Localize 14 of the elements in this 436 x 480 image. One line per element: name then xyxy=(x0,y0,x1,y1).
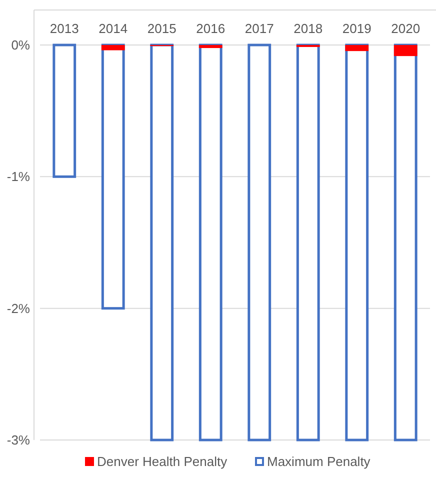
x-tick-label: 2020 xyxy=(391,21,420,36)
x-tick-label: 2014 xyxy=(98,21,128,36)
x-tick-label: 2018 xyxy=(294,21,323,36)
x-tick-label: 2016 xyxy=(196,21,226,36)
x-tick-label: 2017 xyxy=(244,21,274,36)
y-tick-label: -3% xyxy=(6,432,30,448)
legend-label: Maximum Penalty xyxy=(267,454,371,469)
x-tick-label: 2019 xyxy=(342,21,372,36)
x-tick-label: 2015 xyxy=(147,21,176,36)
y-tick-label: -2% xyxy=(6,300,30,316)
y-tick-label: 0% xyxy=(11,38,30,53)
x-tick-label: 2013 xyxy=(50,21,79,36)
legend-label: Denver Health Penalty xyxy=(97,454,228,469)
y-tick-label: -1% xyxy=(6,169,30,184)
